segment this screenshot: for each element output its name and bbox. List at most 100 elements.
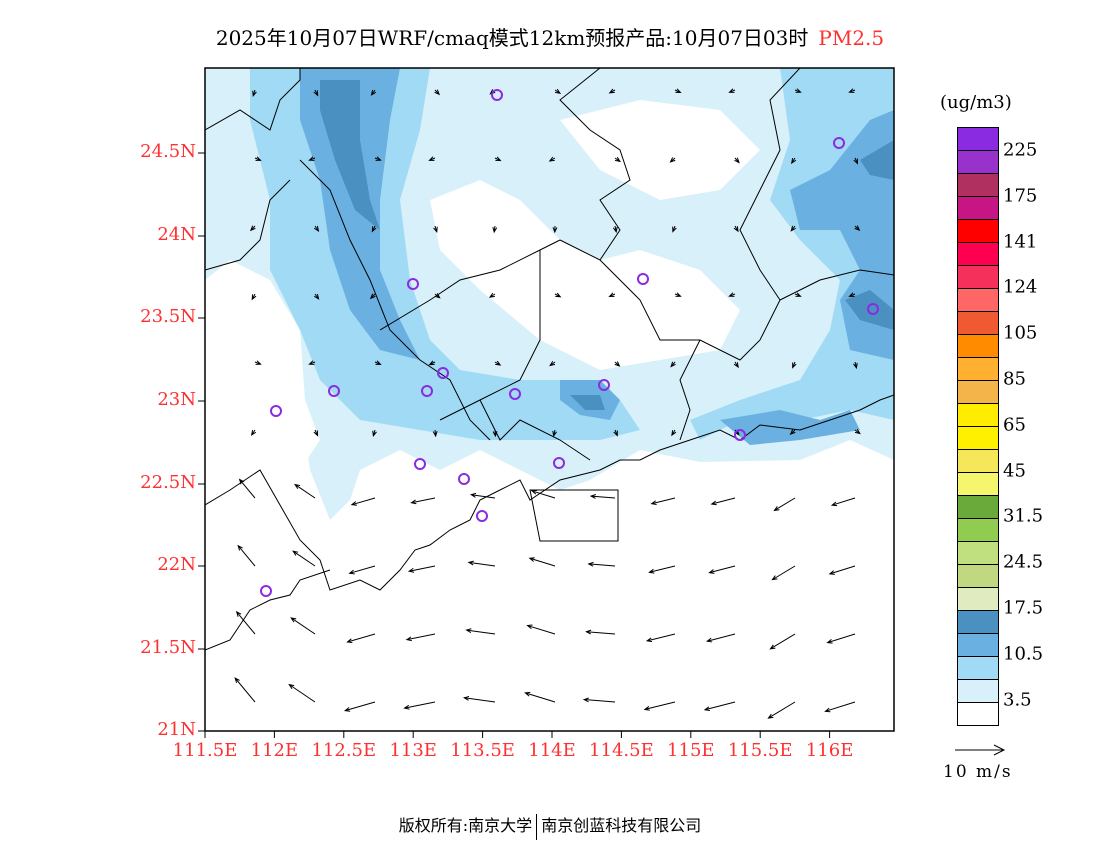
colorbar-label: 105 [1003,322,1038,344]
colorbar-swatch [958,266,998,289]
wind-arrow [790,225,796,232]
wind-arrow [645,633,676,643]
wind-arrow [467,560,496,567]
wind-arrow [428,156,436,161]
station-marker [734,429,746,441]
wind-arrow [612,225,618,234]
copyright-left: 版权所有:南京大学 [398,816,533,835]
station-marker [437,367,449,379]
wind-arrow [313,89,319,97]
wind-arrow [589,494,616,499]
station-marker [476,510,488,522]
wind-arrow [582,697,616,703]
lat-tick-label: 22.5N [140,472,196,493]
wind-arrow [432,429,438,438]
colorbar-swatch [958,519,998,542]
wind-arrow [292,550,316,567]
wind-arrow [613,429,618,437]
wind-arrow [434,293,441,299]
lon-tick-label: 114E [528,740,576,761]
colorbar-swatch [958,565,998,588]
wind-arrow [552,225,558,234]
wind-arrow [234,677,256,703]
wind-arrow [674,292,682,297]
colorbar-swatch [958,381,998,404]
station-marker [260,585,272,597]
wind-arrow [826,633,856,644]
wind-arrow [308,156,316,161]
wind-arrow [853,361,858,370]
wind-arrow [648,565,676,574]
colorbar-swatch [958,496,998,519]
wind-arrow [643,701,676,711]
wind-arrow [314,293,320,300]
wind-arrow [824,701,856,713]
colorbar-swatch [958,335,998,358]
lon-tick-label: 111.5E [172,740,238,761]
colorbar-swatch [958,358,998,381]
title-text: 2025年10月07日WRF/cmaq模式12km预报产品:10月07日03时 [215,26,809,50]
wind-arrow [733,361,739,369]
wind-arrow [710,497,736,506]
lat-tick-label: 21N [157,719,196,740]
wind-arrow [254,360,262,365]
wind-arrow [428,360,436,366]
wind-arrow [434,89,441,96]
wind-arrow [371,225,377,233]
wind-arrow [313,225,320,232]
wind-arrow [828,565,856,575]
wind-arrow [235,610,256,635]
wind-arrow [524,691,556,703]
wind-arrow [585,629,616,635]
station-marker [509,388,521,400]
wind-arrow [672,225,677,233]
wind-arrow [552,429,557,438]
wind-arrow [494,156,502,162]
colorbar-label: 124 [1003,276,1038,298]
wind-arrow [494,360,502,366]
chart-title: 2025年10月07日WRF/cmaq模式12km预报产品:10月07日03时 P… [0,22,1100,51]
wind-arrow [250,225,256,232]
lat-tick-label: 21.5N [140,637,196,658]
wind-arrow [854,225,861,232]
wind-arrow [237,544,256,567]
wind-arrow [650,497,676,506]
wind-arrow [769,633,796,650]
wind-arrow [614,156,621,163]
station-marker [833,137,845,149]
colorbar-label: 17.5 [1003,597,1044,619]
wind-arrow [767,701,796,719]
wind-arrow [526,624,556,635]
lon-tick-label: 112.5E [311,740,377,761]
station-marker [414,458,426,470]
wind-arrow [792,361,797,369]
colorbar-swatch [958,289,998,312]
copyright: 版权所有:南京大学 南京创蓝科技有限公司 [0,812,1100,840]
wind-arrow [734,157,740,164]
wind-arrow [369,293,376,300]
station-marker [421,385,433,397]
lon-tick-label: 115E [667,740,715,761]
copyright-right: 南京创蓝科技有限公司 [541,816,702,835]
colorbar-swatch [958,680,998,703]
wind-arrow [492,429,498,438]
wind-arrow [728,292,736,297]
colorbar-label: 10.5 [1003,643,1044,665]
wind-arrow [403,701,436,710]
wind-arrow [794,292,802,297]
wind-arrow [343,701,376,712]
lon-tick-label: 114.5E [589,740,654,761]
station-marker [867,303,879,315]
wind-arrow [488,292,496,298]
lat-tick-label: 23.5N [140,306,196,327]
station-marker [270,405,282,417]
colorbar-swatch [958,174,998,197]
wind-arrow [374,360,382,365]
station-marker [491,89,503,101]
wind-arrow [407,565,436,573]
lon-tick-label: 116E [805,740,854,761]
colorbar-swatch [958,634,998,657]
colorbar-label: 65 [1003,414,1026,436]
map-frame [204,67,895,732]
